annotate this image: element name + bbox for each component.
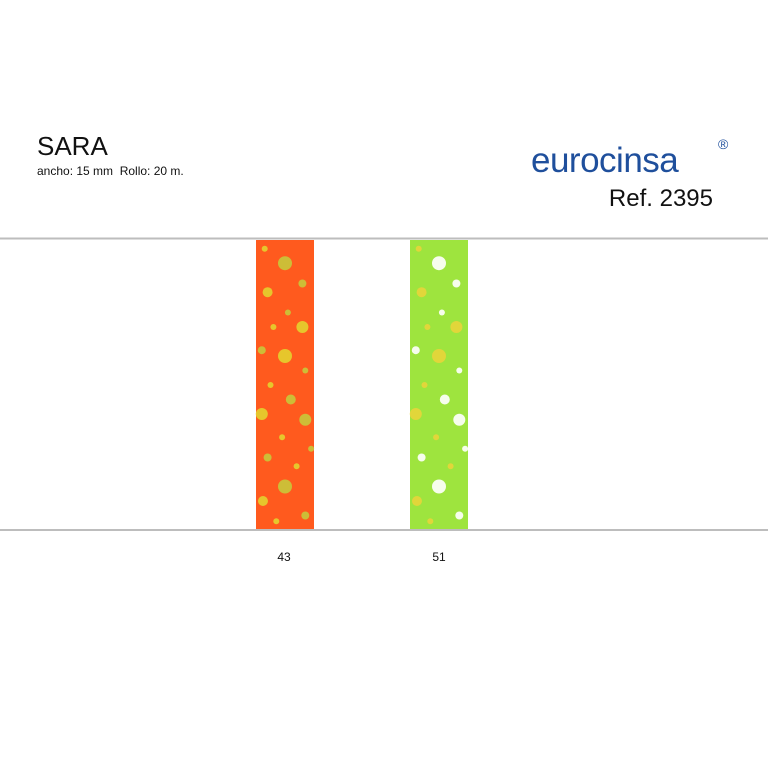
polka-dot	[456, 367, 463, 374]
polka-dot	[262, 287, 273, 298]
polka-dot	[257, 346, 266, 355]
ribbon-swatch	[255, 240, 315, 530]
polka-dot	[417, 453, 426, 462]
registered-mark: ®	[718, 136, 729, 152]
polka-dot	[302, 367, 309, 374]
polka-dot	[299, 413, 312, 426]
polka-dot	[278, 349, 292, 363]
polka-dot	[447, 463, 454, 470]
polka-dot	[433, 434, 440, 441]
brand-logo: eurocinsa	[531, 141, 679, 180]
reference-number: Ref. 2395	[609, 185, 713, 212]
polka-dot	[452, 279, 461, 288]
polka-dot	[432, 256, 446, 271]
polka-dot	[415, 245, 422, 252]
polka-dot	[416, 287, 427, 298]
polka-dot	[279, 434, 286, 441]
polka-dot	[278, 256, 292, 271]
polka-dot	[421, 382, 428, 388]
polka-dot	[293, 463, 300, 470]
polka-dot	[285, 394, 296, 405]
product-specs: ancho: 15 mm Rollo: 20 m.	[37, 164, 184, 178]
polka-dot	[411, 346, 420, 355]
polka-dot	[439, 394, 450, 405]
polka-dot	[450, 321, 463, 333]
polka-dot	[409, 408, 422, 420]
polka-dot	[308, 445, 315, 452]
polka-dot	[432, 349, 446, 363]
polka-dot	[296, 321, 309, 333]
polka-dot	[284, 309, 291, 316]
polka-dot	[455, 511, 464, 520]
polka-dot	[270, 324, 277, 330]
ribbon-swatch	[409, 240, 469, 530]
polka-dot	[261, 245, 268, 252]
polka-dot	[424, 324, 431, 330]
polka-dot	[257, 496, 268, 506]
polka-dot	[462, 445, 469, 452]
polka-dot	[267, 382, 274, 388]
polka-dot	[453, 413, 466, 426]
polka-dot	[263, 453, 272, 462]
product-title: SARA	[37, 131, 108, 161]
polka-dot	[255, 408, 268, 420]
polka-dot	[411, 496, 422, 506]
polka-dot	[273, 518, 280, 525]
polka-dot	[438, 309, 445, 316]
polka-dot	[301, 511, 310, 520]
polka-dot	[278, 479, 292, 494]
polka-dot	[427, 518, 434, 525]
swatch-code: 43	[277, 550, 291, 564]
swatch-code: 51	[432, 550, 446, 564]
polka-dot	[432, 479, 446, 494]
polka-dot	[298, 279, 307, 288]
